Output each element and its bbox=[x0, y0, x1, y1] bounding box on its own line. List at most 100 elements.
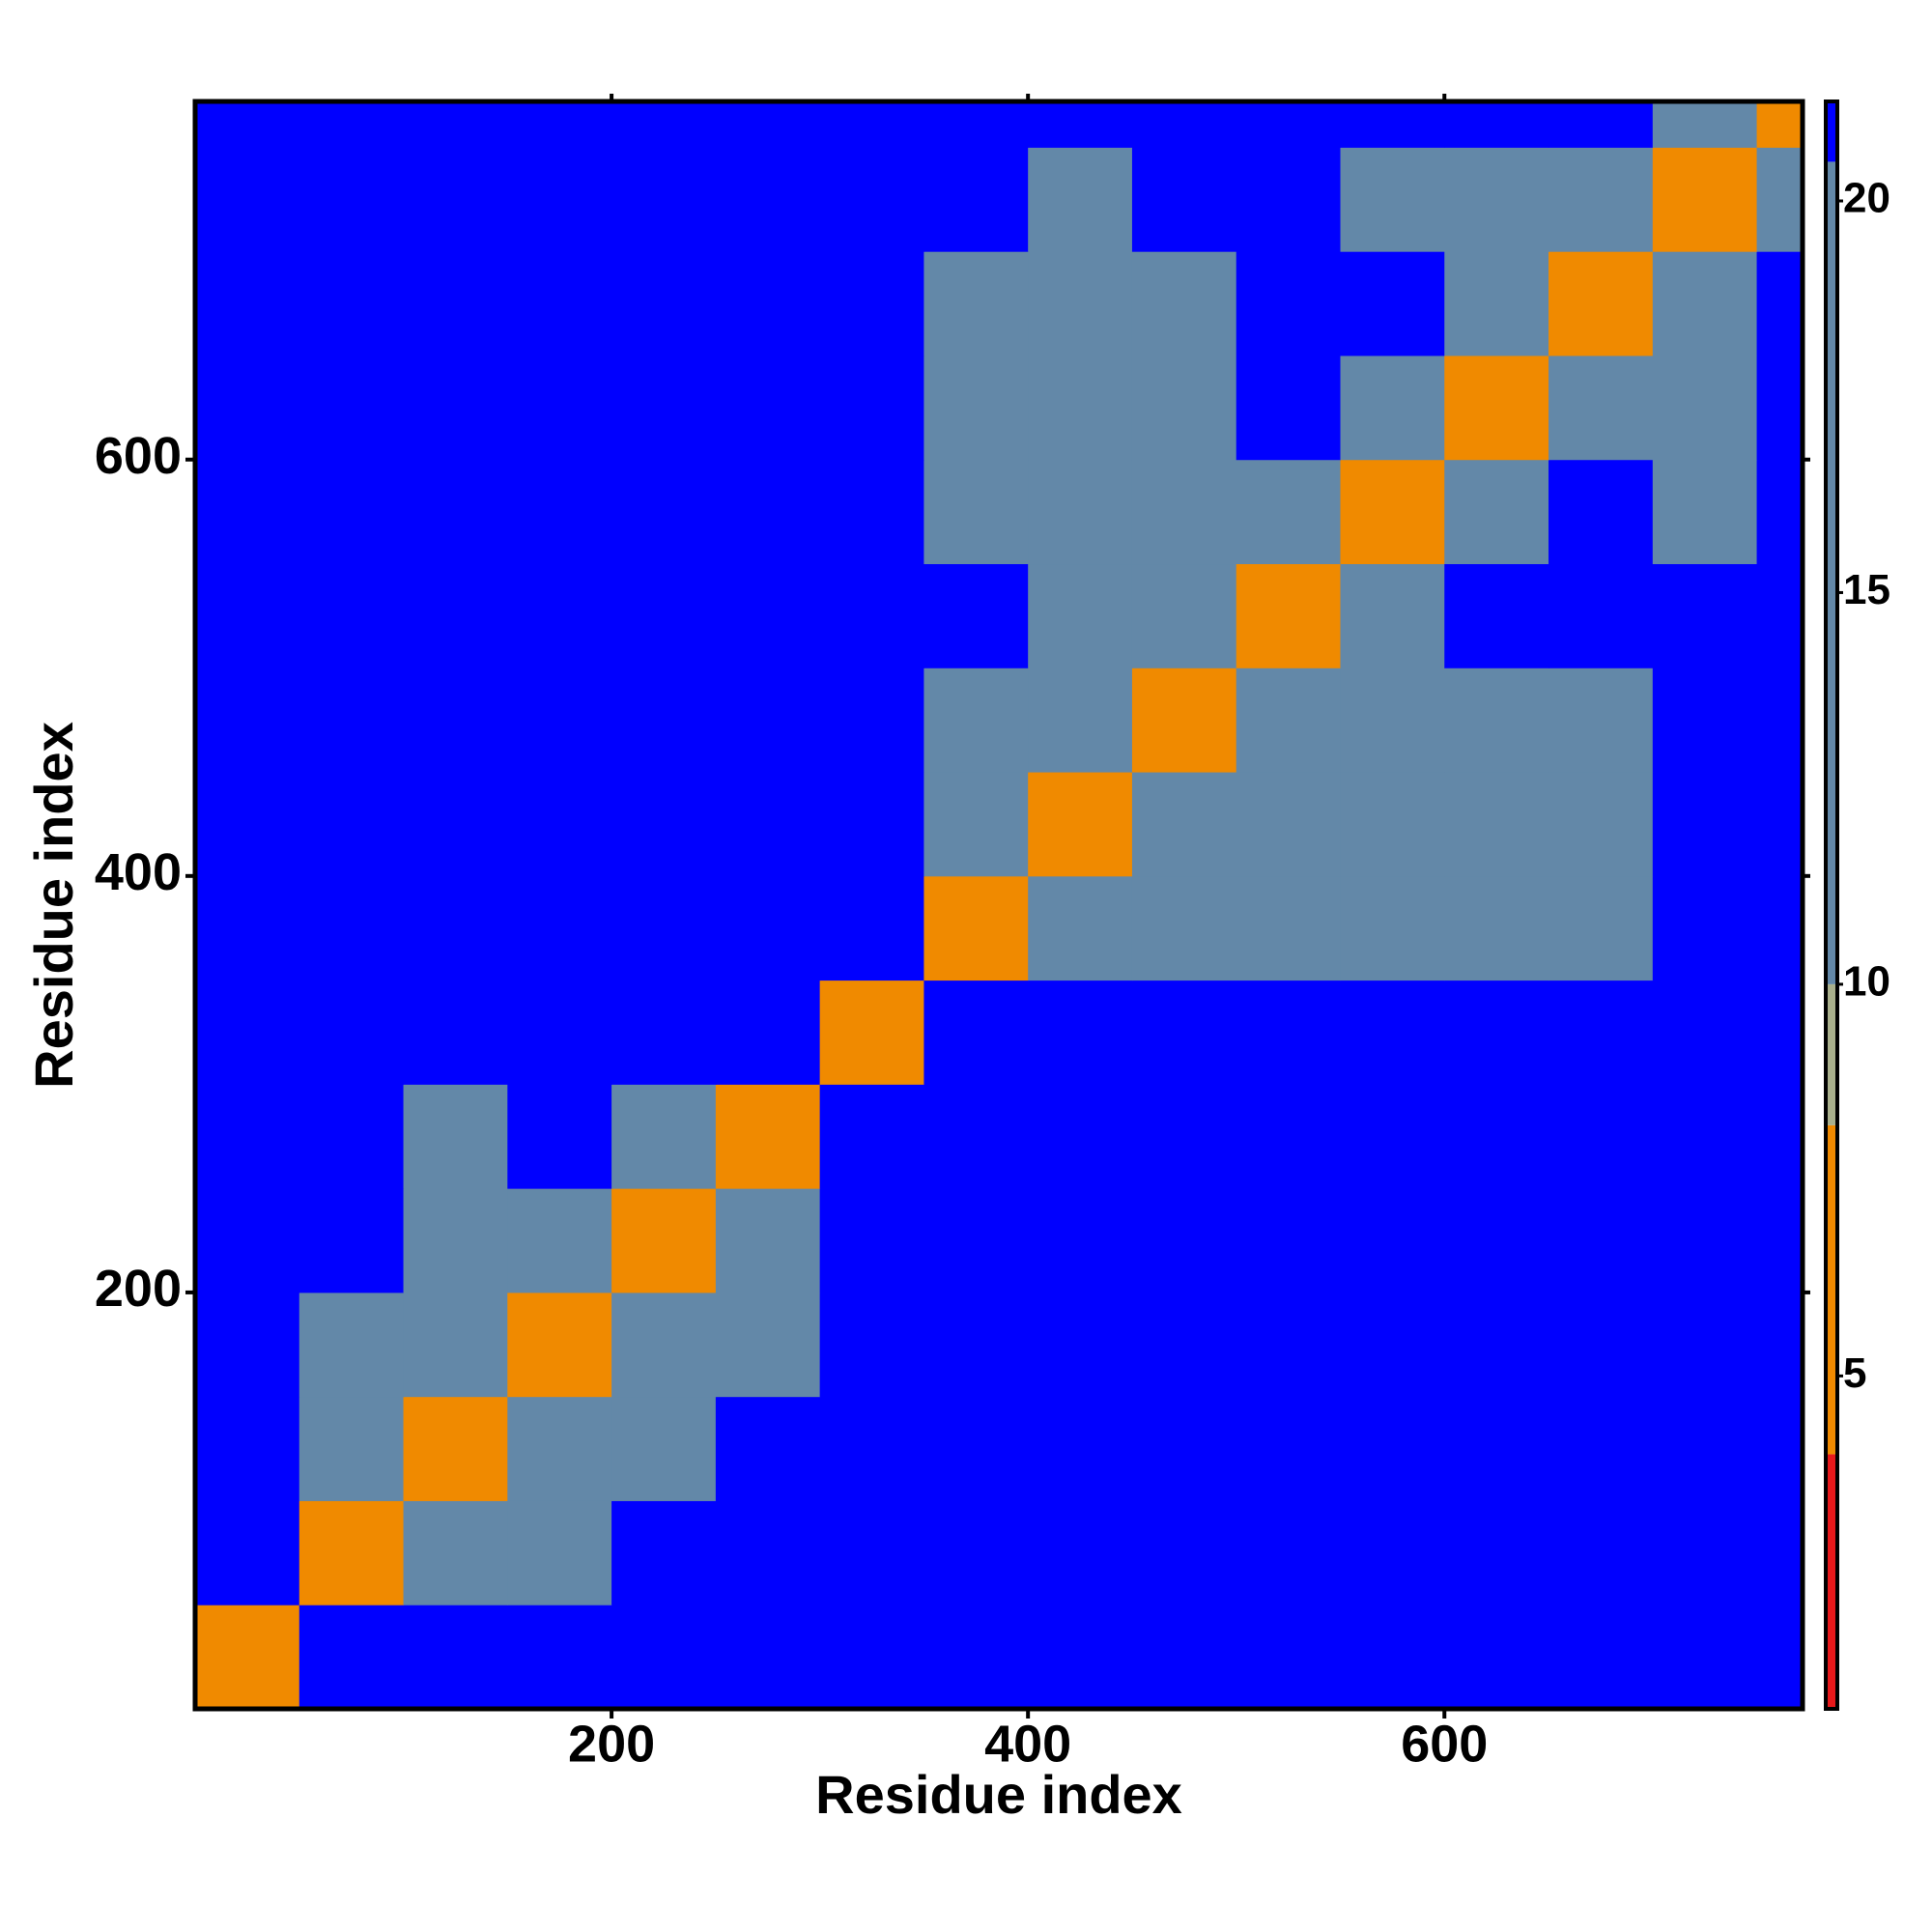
heatmap-cell bbox=[195, 147, 300, 252]
heatmap-cell bbox=[507, 772, 612, 877]
heatmap-cell bbox=[715, 563, 821, 668]
heatmap-cell bbox=[923, 251, 1029, 356]
heatmap-cell bbox=[1236, 101, 1341, 148]
heatmap-cell bbox=[1756, 1188, 1804, 1293]
heatmap-cell bbox=[507, 980, 612, 1085]
heatmap-cell bbox=[715, 1188, 821, 1293]
heatmap-cell bbox=[1652, 1396, 1758, 1501]
heatmap-cell bbox=[1652, 355, 1758, 461]
heatmap-cell bbox=[1652, 147, 1758, 252]
heatmap-cell bbox=[1131, 355, 1237, 461]
heatmap-cell bbox=[1444, 1396, 1549, 1501]
heatmap-cell bbox=[1340, 1396, 1445, 1501]
heatmap-cell bbox=[1131, 459, 1237, 565]
heatmap-cell bbox=[819, 1188, 924, 1293]
heatmap-cell bbox=[715, 875, 821, 981]
heatmap-cell bbox=[1548, 1396, 1654, 1501]
heatmap-cell bbox=[298, 772, 405, 877]
colorbar-tick-label: 15 bbox=[1843, 566, 1890, 613]
heatmap-cell bbox=[298, 563, 405, 668]
colorbar-tick-label: 5 bbox=[1843, 1350, 1866, 1397]
heatmap-cell bbox=[611, 1396, 717, 1501]
heatmap-cell bbox=[1340, 668, 1445, 773]
heatmap-cell bbox=[1340, 1084, 1445, 1189]
colorbar-band bbox=[1826, 983, 1837, 1125]
heatmap-cell bbox=[819, 1292, 924, 1398]
heatmap-cell bbox=[1444, 355, 1549, 461]
heatmap-cell bbox=[403, 1292, 508, 1398]
heatmap-cell bbox=[819, 1084, 924, 1189]
heatmap-cell bbox=[195, 251, 300, 356]
heatmap-cell bbox=[1444, 772, 1549, 877]
heatmap-cell bbox=[1028, 147, 1133, 252]
heatmap-cell bbox=[819, 101, 924, 148]
heatmap-cell bbox=[403, 147, 508, 252]
heatmap-cell bbox=[1131, 1188, 1237, 1293]
heatmap-cell bbox=[1131, 1084, 1237, 1189]
heatmap-cell bbox=[1028, 1188, 1133, 1293]
heatmap-cell bbox=[1131, 772, 1237, 877]
heatmap-cell bbox=[1756, 980, 1804, 1085]
heatmap-cell bbox=[1131, 980, 1237, 1085]
heatmap-cell bbox=[1652, 668, 1758, 773]
heatmap-cell bbox=[819, 980, 924, 1085]
heatmap-cell bbox=[1340, 1605, 1445, 1710]
heatmap-cell bbox=[1756, 459, 1804, 565]
heatmap-cell bbox=[403, 563, 508, 668]
heatmap-cell bbox=[507, 1292, 612, 1398]
colorbar-band bbox=[1826, 101, 1837, 162]
heatmap-cell bbox=[298, 668, 405, 773]
heatmap-cell bbox=[1652, 980, 1758, 1085]
heatmap-cell bbox=[403, 1188, 508, 1293]
heatmap-cell bbox=[715, 668, 821, 773]
heatmap-cell bbox=[1548, 1188, 1654, 1293]
heatmap-cell bbox=[507, 1605, 612, 1710]
heatmap-cell bbox=[1340, 980, 1445, 1085]
heatmap-cell bbox=[403, 251, 508, 356]
heatmap-cell bbox=[923, 1605, 1029, 1710]
heatmap-cell bbox=[298, 1084, 405, 1189]
heatmap-cell bbox=[1236, 1605, 1341, 1710]
heatmap-cell bbox=[195, 1188, 300, 1293]
heatmap-cell bbox=[195, 980, 300, 1085]
heatmap-cell bbox=[1131, 251, 1237, 356]
heatmap-cell bbox=[715, 1500, 821, 1605]
heatmap-cell bbox=[1028, 980, 1133, 1085]
heatmap-cell bbox=[403, 355, 508, 461]
heatmap-cell bbox=[923, 101, 1029, 148]
heatmap-cell bbox=[1028, 668, 1133, 773]
heatmap-cell bbox=[1548, 251, 1654, 356]
heatmap-cell bbox=[507, 1396, 612, 1501]
heatmap-cell bbox=[611, 1084, 717, 1189]
heatmap-cell bbox=[1652, 563, 1758, 668]
heatmap-cell bbox=[611, 772, 717, 877]
heatmap-cell bbox=[298, 1188, 405, 1293]
heatmap-cell bbox=[195, 459, 300, 565]
heatmap-cell bbox=[1652, 251, 1758, 356]
heatmap-cell bbox=[923, 563, 1029, 668]
heatmap-cell bbox=[1548, 772, 1654, 877]
heatmap-cell bbox=[819, 459, 924, 565]
heatmap-cell bbox=[298, 875, 405, 981]
colorbar-band bbox=[1826, 1124, 1837, 1455]
heatmap-cell bbox=[1444, 1188, 1549, 1293]
heatmap-cell bbox=[1236, 1500, 1341, 1605]
heatmap-cell bbox=[195, 1084, 300, 1189]
heatmap-cell bbox=[1548, 1605, 1654, 1710]
heatmap-cell bbox=[715, 101, 821, 148]
heatmap-cell bbox=[403, 980, 508, 1085]
heatmap-cell bbox=[1131, 1292, 1237, 1398]
y-tick-label: 400 bbox=[95, 843, 182, 901]
heatmap-cell bbox=[298, 147, 405, 252]
heatmap-cell bbox=[1548, 355, 1654, 461]
heatmap-cell bbox=[1756, 355, 1804, 461]
heatmap-cell bbox=[507, 875, 612, 981]
heatmap-cell bbox=[1548, 1292, 1654, 1398]
heatmap-cell bbox=[195, 1500, 300, 1605]
heatmap-cell bbox=[403, 1500, 508, 1605]
heatmap-cell bbox=[195, 1605, 300, 1710]
heatmap-cell bbox=[1131, 1500, 1237, 1605]
heatmap-cell bbox=[1131, 101, 1237, 148]
heatmap-cell bbox=[923, 668, 1029, 773]
heatmap-cell bbox=[923, 1500, 1029, 1605]
